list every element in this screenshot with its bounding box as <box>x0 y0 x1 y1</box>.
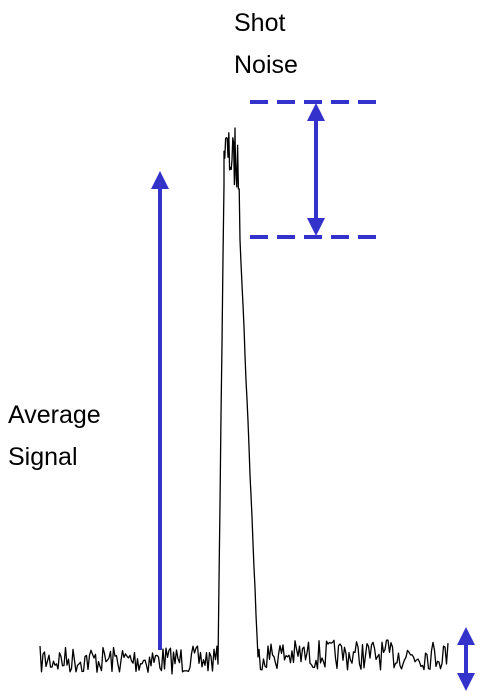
shot-noise-label: Shot Noise <box>234 9 298 79</box>
signal-trace <box>39 127 449 675</box>
average-signal-label: Average Signal <box>8 401 101 471</box>
